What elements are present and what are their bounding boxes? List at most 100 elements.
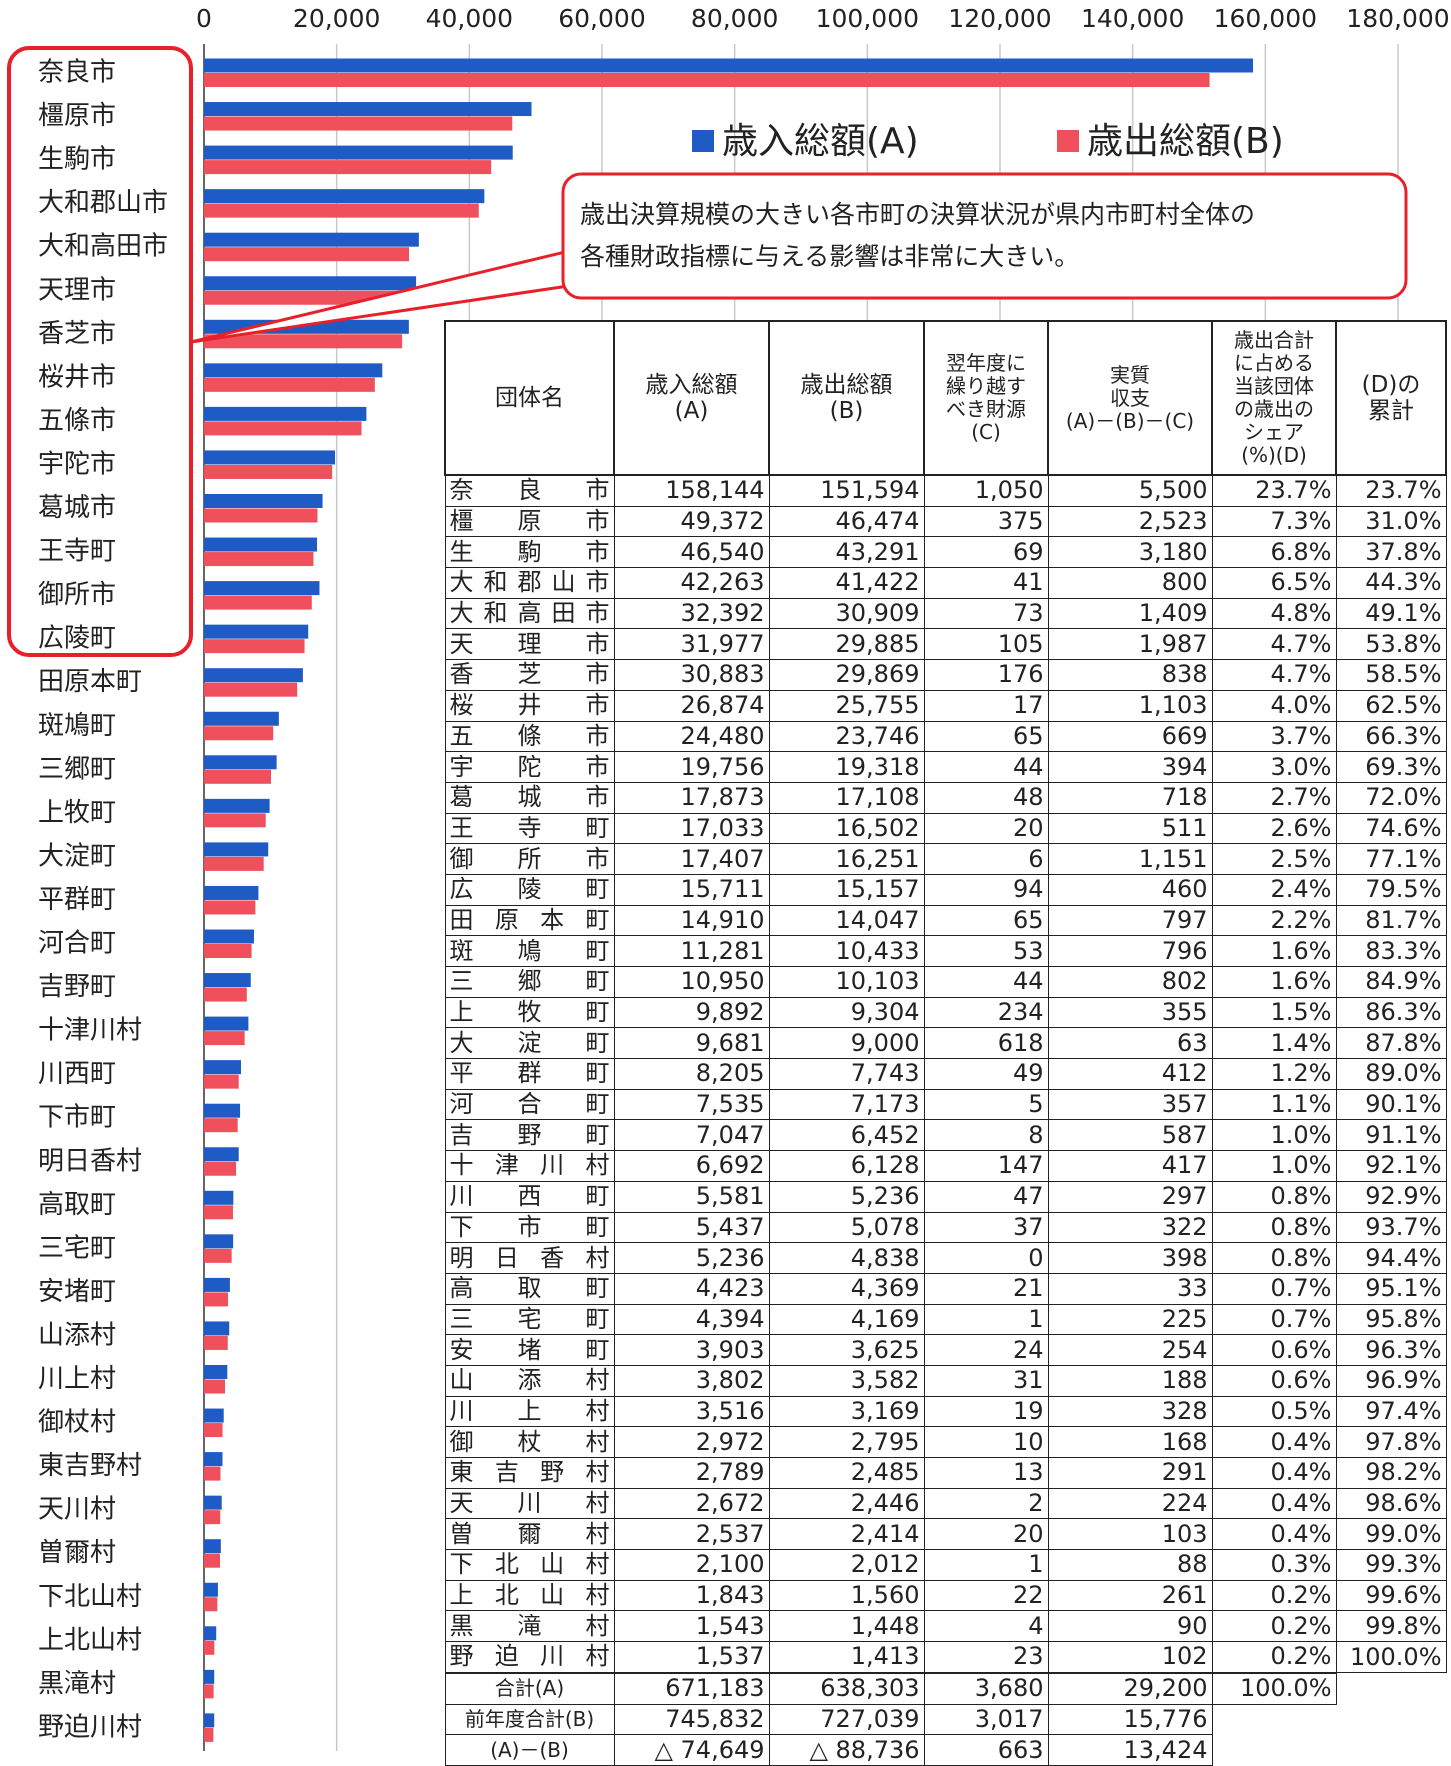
value-cell: 30,883 xyxy=(613,659,770,691)
name-cell: 葛城市 xyxy=(444,781,615,814)
value-cell: 6.5% xyxy=(1211,567,1337,599)
value-cell: 19 xyxy=(923,1395,1049,1428)
bar xyxy=(204,58,1254,73)
value-cell: 0.2% xyxy=(1211,1579,1337,1612)
value-cell: 2,446 xyxy=(768,1487,925,1520)
value-cell: 31.0% xyxy=(1335,505,1447,538)
table-row: 大和高田市 32,392 30,909 73 1,409 4.8% 49.1% xyxy=(444,597,1447,630)
table-row: 天理市 31,977 29,885 105 1,987 4.7% 53.8% xyxy=(444,628,1447,661)
table-row: 明日香村 5,236 4,838 0 398 0.8% 94.4% xyxy=(444,1242,1447,1274)
bar xyxy=(204,1147,239,1162)
value-cell: 10,950 xyxy=(613,966,770,998)
value-cell: 41,422 xyxy=(768,567,925,599)
value-cell: 158,144 xyxy=(613,474,770,507)
bar xyxy=(204,726,274,741)
bar xyxy=(204,247,410,262)
name-cell: 十津川村 xyxy=(444,1150,615,1182)
category-label: 宇陀市 xyxy=(38,449,116,479)
value-cell: 355 xyxy=(1047,996,1213,1029)
bar xyxy=(204,929,254,944)
value-cell: 1,448 xyxy=(768,1610,925,1643)
value-cell: 2,972 xyxy=(613,1426,770,1458)
bar xyxy=(204,160,492,175)
value-cell: 69.3% xyxy=(1335,751,1447,783)
value-cell: 1.2% xyxy=(1211,1058,1337,1090)
name-cell: 奈良市 xyxy=(444,474,615,507)
name-cell: 香芝市 xyxy=(444,659,615,691)
value-cell: 17,407 xyxy=(613,843,770,875)
value-cell: 6.8% xyxy=(1211,536,1337,569)
x-tick-label: 0 xyxy=(196,4,212,33)
name-cell: 明日香村 xyxy=(444,1242,615,1274)
table-row: 川西町 5,581 5,236 47 297 0.8% 92.9% xyxy=(444,1180,1447,1213)
total-value: 671,183 xyxy=(613,1671,770,1705)
table-row: 五條市 24,480 23,746 65 669 3.7% 66.3% xyxy=(444,720,1447,753)
value-cell: 20 xyxy=(923,812,1049,845)
bar xyxy=(204,668,303,683)
value-cell: 2,100 xyxy=(613,1549,770,1581)
bar xyxy=(204,1495,222,1510)
value-cell: 17,033 xyxy=(613,812,770,845)
header-cell: 実質 収支 (A)－(B)－(C) xyxy=(1047,320,1213,476)
value-cell: 105 xyxy=(923,628,1049,661)
category-label: 曽爾村 xyxy=(38,1538,116,1568)
value-cell: 53 xyxy=(923,935,1049,967)
bar xyxy=(204,1031,245,1046)
value-cell: 14,910 xyxy=(613,904,770,937)
category-label: 高取町 xyxy=(38,1190,116,1220)
table-row: 奈良市 158,144 151,594 1,050 5,500 23.7% 23.7% xyxy=(444,474,1447,507)
value-cell: 4,423 xyxy=(613,1272,770,1305)
name-cell: 川上村 xyxy=(444,1395,615,1428)
table-row: 三郷町 10,950 10,103 44 802 1.6% 84.9% xyxy=(444,966,1447,998)
category-label: 平群町 xyxy=(38,885,116,915)
bar xyxy=(204,1234,234,1249)
bar xyxy=(204,1365,228,1379)
value-cell: 5,500 xyxy=(1047,474,1213,507)
value-cell: 460 xyxy=(1047,873,1213,906)
table-row: 香芝市 30,883 29,869 176 838 4.7% 58.5% xyxy=(444,659,1447,691)
bar xyxy=(204,1248,232,1263)
bar xyxy=(204,900,256,915)
value-cell: 394 xyxy=(1047,751,1213,783)
header-cell: (D)の 累計 xyxy=(1335,320,1447,476)
category-label: 奈良市 xyxy=(38,58,116,88)
value-cell: 15,157 xyxy=(768,873,925,906)
value-cell: 0.2% xyxy=(1211,1641,1337,1674)
value-cell: 0.8% xyxy=(1211,1211,1337,1244)
bar xyxy=(204,1190,234,1205)
table-row: 下市町 5,437 5,078 37 322 0.8% 93.7% xyxy=(444,1211,1447,1244)
bar xyxy=(204,1626,217,1641)
bar xyxy=(204,1321,230,1336)
value-cell: 46,474 xyxy=(768,505,925,538)
bar xyxy=(204,232,419,247)
bar xyxy=(204,1452,223,1467)
x-tick-label: 80,000 xyxy=(691,4,778,33)
value-cell: 88 xyxy=(1047,1549,1213,1581)
table-row: 王寺町 17,033 16,502 20 511 2.6% 74.6% xyxy=(444,812,1447,845)
value-cell: 357 xyxy=(1047,1088,1213,1121)
value-cell: 41 xyxy=(923,567,1049,599)
bar xyxy=(204,421,362,436)
table-row: 御杖村 2,972 2,795 10 168 0.4% 97.8% xyxy=(444,1426,1447,1458)
bar xyxy=(204,682,298,697)
value-cell: 96.3% xyxy=(1335,1334,1447,1366)
bar xyxy=(204,798,270,813)
value-cell: 43,291 xyxy=(768,536,925,569)
value-cell: 44.3% xyxy=(1335,567,1447,599)
category-label: 山添村 xyxy=(38,1320,116,1350)
value-cell: 4,169 xyxy=(768,1303,925,1336)
value-cell: 0.5% xyxy=(1211,1395,1337,1428)
table-row: 下北山村 2,100 2,012 1 88 0.3% 99.3% xyxy=(444,1549,1447,1581)
value-cell: 3.0% xyxy=(1211,751,1337,783)
bar xyxy=(204,813,266,828)
category-label: 葛城市 xyxy=(38,493,116,523)
category-label: 五條市 xyxy=(38,406,116,436)
name-cell: 大淀町 xyxy=(444,1027,615,1060)
value-cell: 188 xyxy=(1047,1364,1213,1397)
bar xyxy=(204,1205,233,1220)
value-cell: 5,078 xyxy=(768,1211,925,1244)
header-cell: 歳出合計 に占める 当該団体 の歳出の シェア (%)(D) xyxy=(1211,320,1337,476)
bar xyxy=(204,581,320,596)
bar xyxy=(204,944,252,958)
value-cell: 93.7% xyxy=(1335,1211,1447,1244)
